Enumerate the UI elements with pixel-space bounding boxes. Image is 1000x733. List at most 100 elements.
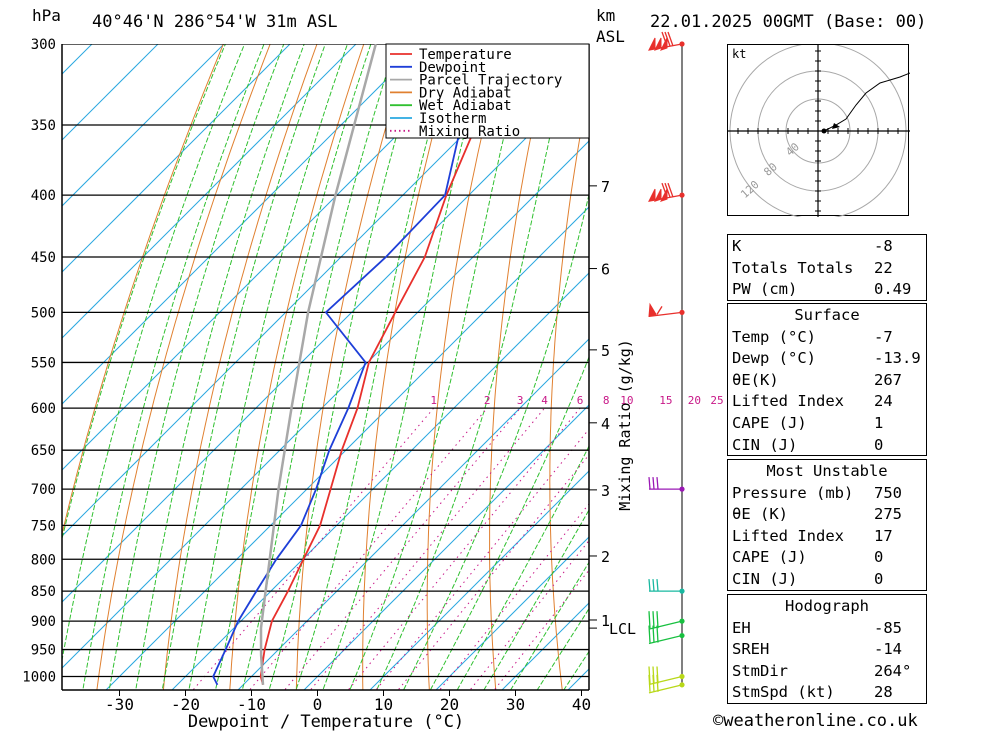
wet-adiabat-line (402, 192, 589, 690)
mixing-ratio-line (309, 407, 545, 690)
wet-adiabat-line (295, 44, 455, 690)
index-value: 24 (874, 392, 893, 411)
dry-adiabat-line (229, 44, 365, 690)
index-value: -13.9 (874, 349, 921, 368)
pressure-tick-label: 550 (31, 355, 56, 371)
legend-entry: Dewpoint (419, 60, 486, 76)
wind-barb (648, 674, 683, 694)
isotherm-line (62, 44, 159, 141)
isotherm-line (62, 44, 225, 207)
legend-entry: Isotherm (419, 111, 486, 127)
mixing-ratio-label: 10 (620, 394, 633, 407)
index-row: CIN (J) 0 (728, 568, 926, 590)
wind-barb-pennant (648, 37, 656, 51)
temperature-tick-label: 30 (506, 695, 525, 714)
hodograph-canvas (728, 45, 910, 217)
isotherm-line (62, 44, 357, 339)
wind-barb (648, 579, 682, 592)
wet-adiabat-line (62, 44, 226, 541)
mixing-ratio-label: 2 (484, 394, 491, 407)
height-unit-label: km (596, 6, 616, 25)
temperature-tick-label: 10 (374, 695, 393, 714)
wind-barb (648, 625, 683, 645)
height-tick-label: 5 (601, 342, 610, 360)
index-key: θE(K) (732, 370, 779, 389)
index-row: CAPE (J) 1 (728, 412, 926, 434)
isotherm-line (171, 272, 589, 690)
wind-barb (648, 182, 683, 202)
index-value: 0 (874, 435, 884, 454)
isotherm-line (62, 44, 93, 75)
storm-motion-arrow (832, 123, 840, 129)
temperature-tick-label: -30 (105, 695, 134, 714)
pressure-tick-label: 400 (31, 188, 56, 204)
panel-title: Most Unstable (766, 462, 888, 480)
pressure-tick-label: 450 (31, 250, 56, 266)
wet-adiabat-line (322, 44, 489, 690)
mixing-ratio-label: 25 (710, 394, 723, 407)
index-value: 17 (874, 526, 893, 545)
pressure-tick-label: 300 (31, 37, 56, 53)
wind-barb-flag (656, 674, 659, 692)
index-key: CIN (J) (732, 569, 798, 588)
wind-barb-flag (656, 477, 659, 490)
index-key: EH (732, 618, 751, 637)
index-key: Pressure (mb) (732, 483, 854, 502)
isotherm-line (62, 74, 589, 603)
pressure-tick-label: 700 (31, 482, 56, 498)
index-key: Dewp (°C) (732, 349, 816, 368)
wet-adiabat-line (188, 44, 349, 690)
temperature-tick-label: 40 (572, 695, 591, 714)
index-key: Totals Totals (732, 258, 854, 277)
wet-adiabat-line (349, 44, 528, 690)
pressure-tick-label: 750 (31, 518, 56, 534)
wind-barb-flag (656, 306, 663, 315)
height-tick-label: 6 (601, 261, 610, 279)
wind-barb-flag (652, 611, 655, 629)
pressure-tick-label: 650 (31, 443, 56, 459)
wind-barb-pennant (648, 302, 657, 318)
pressure-tick-label: 950 (31, 643, 56, 659)
wind-barb-flag (648, 579, 651, 592)
index-key: CAPE (J) (732, 548, 807, 567)
wind-barb-flag (648, 674, 651, 692)
index-value: -14 (874, 640, 902, 659)
dry-adiabat-line (665, 8, 698, 702)
wind-barb-flag (648, 477, 651, 490)
general-indices-panel: K -8 Totals Totals 22 PW (cm) 0.49 (727, 234, 927, 301)
panel-title: Surface (794, 306, 860, 324)
isotherm-line (435, 536, 589, 690)
hodograph-trace (823, 72, 910, 132)
index-row: PW (cm) 0.49 (728, 278, 926, 300)
wind-barb-flag (667, 31, 674, 47)
legend-entry: Dry Adiabat (419, 85, 512, 101)
wind-barb-flag (652, 625, 655, 643)
wind-barb (648, 477, 682, 490)
pressure-tick-label: 500 (31, 305, 56, 321)
index-value: 275 (874, 505, 902, 524)
mixing-ratio-label: 20 (688, 394, 701, 407)
index-row: θE(K) 267 (728, 369, 926, 391)
x-axis-label: Dewpoint / Temperature (°C) (188, 712, 464, 732)
pressure-unit-label: hPa (32, 6, 61, 25)
wet-adiabat-line (509, 561, 589, 690)
index-value: 1 (874, 413, 884, 432)
copyright-text: ©weatheronline.co.uk (713, 711, 918, 731)
wind-barb-flag (661, 182, 668, 198)
mixing-ratio-label: 4 (541, 394, 548, 407)
index-row: Dewp (°C) -13.9 (728, 347, 926, 369)
wind-barb (648, 31, 683, 51)
height-tick-label: 2 (601, 548, 610, 566)
dry-adiabat-line (62, 44, 224, 537)
height-tick-label: 3 (601, 482, 610, 500)
legend-entry: Temperature (419, 47, 512, 63)
index-key: CIN (J) (732, 435, 798, 454)
wet-adiabat-line (483, 509, 589, 690)
index-key: StmSpd (kt) (732, 683, 835, 702)
index-value: 0.49 (874, 280, 912, 299)
index-row: CIN (J) 0 (728, 434, 926, 456)
wind-barb-flag (656, 625, 659, 643)
location-title: 40°46'N 286°54'W 31m ASL (92, 12, 338, 32)
mixing-ratio-line (248, 407, 488, 690)
index-row: EH -85 (728, 617, 926, 639)
